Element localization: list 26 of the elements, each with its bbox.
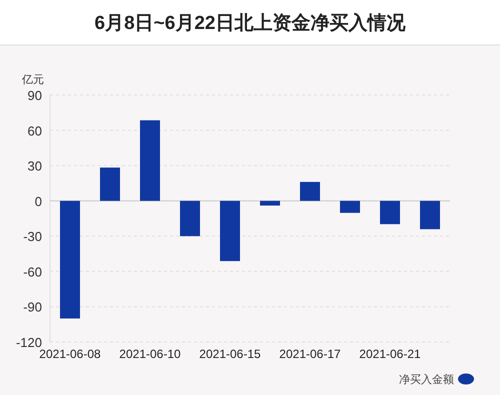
x-tick-label: 2021-06-10 <box>119 347 182 361</box>
bar <box>420 200 440 230</box>
x-tick-label: 2021-06-15 <box>199 347 262 361</box>
bar <box>380 200 400 224</box>
bar <box>100 168 120 201</box>
y-tick-label: -30 <box>23 229 42 244</box>
bar <box>220 200 240 262</box>
bar <box>60 200 80 318</box>
x-tick-label: 2021-06-08 <box>39 347 102 361</box>
y-axis-title: 亿元 <box>21 74 44 86</box>
chart-title: 6月8日~6月22日北上资金净买入情况 <box>94 12 406 34</box>
bar <box>260 200 280 206</box>
y-tick-label: -120 <box>16 335 42 350</box>
bar <box>300 182 320 201</box>
x-tick-label: 2021-06-17 <box>279 347 342 361</box>
y-tick-label: 60 <box>28 123 42 138</box>
y-tick-label: -60 <box>23 264 42 280</box>
x-tick-label: 2021-06-21 <box>359 347 422 361</box>
legend-label: 净买入金额 <box>399 373 454 386</box>
y-tick-label: -90 <box>23 300 42 315</box>
y-tick-label: 30 <box>28 158 42 174</box>
y-tick-label: 0 <box>34 194 42 209</box>
bar <box>180 200 200 236</box>
bar <box>140 120 160 201</box>
bar <box>340 200 360 213</box>
y-tick-label: 90 <box>28 88 42 103</box>
